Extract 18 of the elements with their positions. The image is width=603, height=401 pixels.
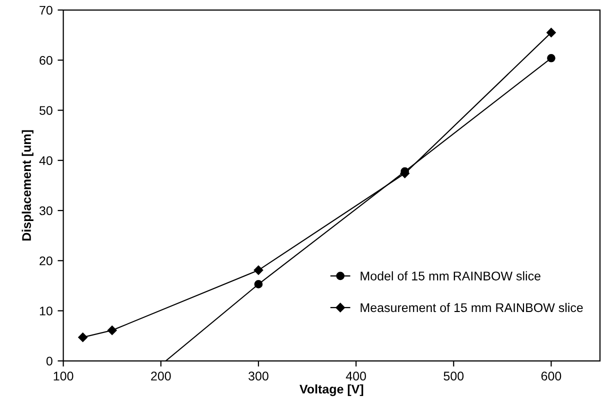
y-tick-label: 20 <box>40 256 52 266</box>
x-tick-label: 200 <box>151 372 171 380</box>
y-tick-label: 70 <box>40 6 52 15</box>
x-tick-label: 500 <box>444 372 464 380</box>
x-tick-label: 600 <box>541 372 562 380</box>
x-axis-title: Voltage [V] <box>300 384 364 396</box>
y-tick-label: 60 <box>40 56 52 65</box>
y-tick-label: 0 <box>46 356 52 366</box>
y-axis-title: Displacement [um] <box>22 130 34 241</box>
x-tick-label: 100 <box>54 372 74 380</box>
y-tick-label: 50 <box>39 106 52 115</box>
x-tick-label: 400 <box>346 372 366 380</box>
y-tick-label: 10 <box>40 306 52 316</box>
legend-label: Model of 15 mm RAINBOW slice <box>360 271 540 280</box>
y-tick-label: 40 <box>39 156 52 166</box>
y-tick-label: 30 <box>39 206 52 216</box>
legend-label: Measurement of 15 mm RAINBOW slice <box>360 302 583 312</box>
x-tick-label: 300 <box>248 372 268 380</box>
